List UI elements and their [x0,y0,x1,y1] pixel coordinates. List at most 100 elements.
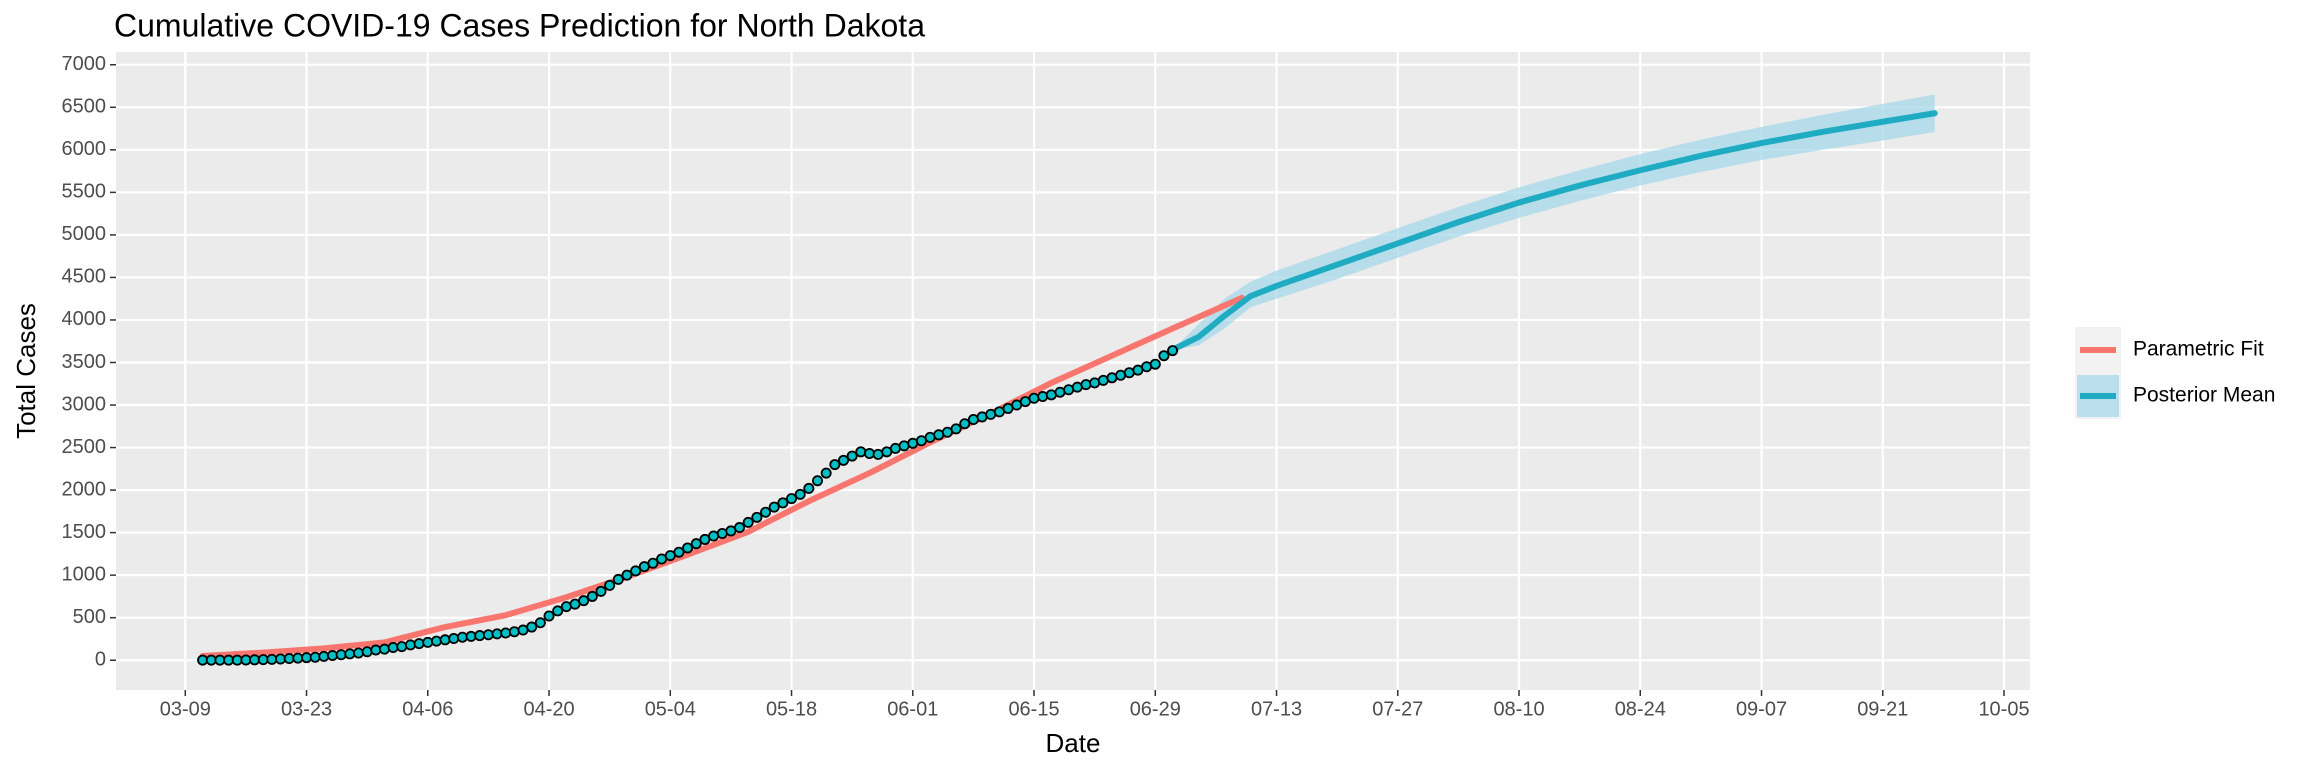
x-tick-label: 04-20 [523,698,574,720]
data-point [361,646,373,658]
y-tick-label: 4000 [62,308,107,330]
data-point [959,418,971,430]
data-point [534,617,546,629]
data-point [786,493,798,505]
y-tick-label: 6500 [62,96,107,118]
y-tick-label: 4500 [62,266,107,288]
y-tick-label: 1500 [62,521,107,543]
x-tick-label: 10-05 [1978,698,2029,720]
y-axis-title: Total Cases [11,303,41,439]
y-tick-label: 6000 [62,138,107,160]
x-axis-title: Date [1046,728,1101,758]
data-point [508,626,520,638]
data-point [612,573,624,585]
x-tick-label: 08-24 [1615,698,1666,720]
data-point [863,448,875,460]
data-point [1037,391,1049,403]
data-point [803,482,815,494]
y-tick-label: 3000 [62,393,107,415]
marks [197,94,1938,666]
data-point [950,423,962,435]
data-point [595,585,607,597]
data-point [682,542,694,554]
confidence-band [1172,94,1935,350]
chart-title: Cumulative COVID-19 Cases Prediction for… [114,7,925,43]
data-point [491,628,503,640]
data-point [387,641,399,653]
y-tick-label: 2500 [62,436,107,458]
data-point [335,649,347,661]
data-point [1028,392,1040,404]
data-point [760,506,772,518]
axes: 0 500 1000 1500 2000 2500 3000 3500 4000 4500 5000… [62,53,2030,720]
data-point [586,590,598,602]
x-tick-label: 06-15 [1008,698,1059,720]
data-point [1158,350,1170,362]
data-point [378,643,390,655]
data-point [777,497,789,509]
data-point [855,446,867,458]
legend-label: Parametric Fit [2133,338,2264,361]
data-point [837,454,849,466]
data-point [794,488,806,500]
data-point [820,467,832,479]
data-point [396,641,408,653]
y-tick-label: 5000 [62,223,107,245]
data-point [647,557,659,569]
data-point [456,631,468,643]
y-tick-label: 3500 [62,351,107,373]
x-tick-label: 03-09 [160,698,211,720]
data-point [404,639,416,651]
series-line [199,294,1245,659]
data-point [413,638,425,650]
data-point [526,621,538,633]
data-point [621,569,633,581]
data-point [630,565,642,577]
series-line [1169,110,1938,353]
y-tick-label: 7000 [62,53,107,75]
x-tick-label: 06-29 [1130,698,1181,720]
data-point [846,450,858,462]
x-tick-label: 07-13 [1251,698,1302,720]
x-tick-label: 09-07 [1736,698,1787,720]
x-tick-label: 03-23 [281,698,332,720]
data-point [422,636,434,648]
y-tick-label: 5500 [62,181,107,203]
x-tick-label: 06-01 [887,698,938,720]
data-point [309,651,321,663]
data-point [1080,379,1092,391]
x-tick-label: 05-18 [766,698,817,720]
y-tick-label: 2000 [62,478,107,500]
x-tick-label: 09-21 [1857,698,1908,720]
grid [116,52,2030,690]
data-point [768,501,780,513]
data-point [604,579,616,591]
data-point [829,459,841,471]
y-tick-label: 0 [95,649,106,671]
data-point [751,511,763,523]
data-point [430,635,442,647]
data-point [543,610,555,622]
legend: Parametric Fit Posterior Mean [2075,327,2275,419]
legend-label: Posterior Mean [2133,384,2275,407]
data-point [690,538,702,550]
data-point [1167,345,1179,357]
x-tick-label: 08-10 [1493,698,1544,720]
x-tick-label: 04-06 [402,698,453,720]
data-point [742,516,754,528]
data-point [352,647,364,659]
data-point [1149,358,1161,370]
data-point [673,546,685,558]
data-point [370,644,382,656]
data-point [344,648,356,660]
data-point [474,630,486,642]
x-tick-label: 05-04 [645,698,696,720]
data-point [439,634,451,646]
data-point [500,627,512,639]
data-point [812,475,824,487]
data-point [465,630,477,642]
y-tick-label: 500 [73,606,106,628]
data-point [734,522,746,534]
y-tick-label: 1000 [62,563,107,585]
